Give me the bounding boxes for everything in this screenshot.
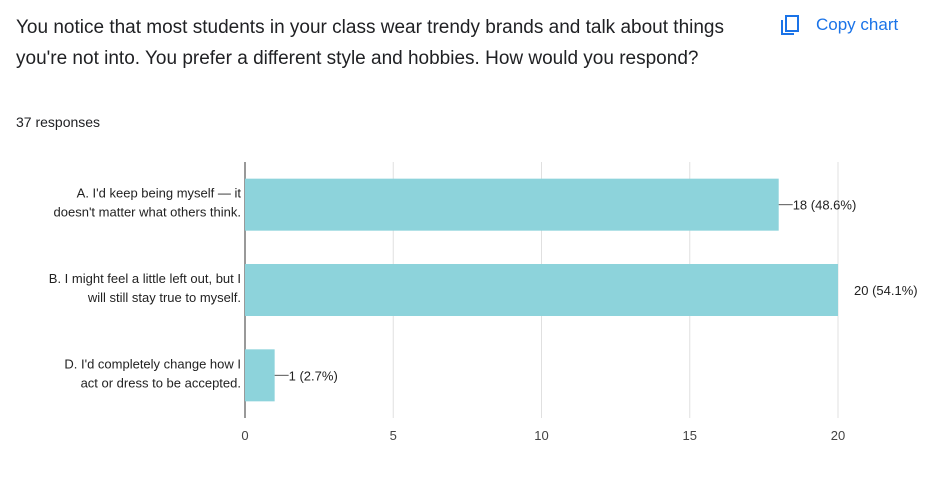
response-count: 37 responses	[16, 114, 101, 130]
category-label: act or dress to be accepted.	[81, 375, 241, 390]
x-tick-label: 15	[683, 428, 697, 443]
data-label: 20 (54.1%)	[854, 283, 918, 298]
category-label: A. I'd keep being myself — it	[77, 186, 242, 201]
category-label: will still stay true to myself.	[87, 290, 241, 305]
x-tick-label: 5	[390, 428, 397, 443]
data-label: 18 (48.6%)	[793, 198, 857, 213]
category-label: doesn't matter what others think.	[54, 205, 241, 220]
copy-chart-label: Copy chart	[816, 15, 899, 34]
x-tick-label: 0	[241, 428, 248, 443]
bar	[245, 178, 779, 231]
x-tick-label: 10	[534, 428, 548, 443]
copy-icon	[778, 13, 802, 37]
copy-chart-button[interactable]: Copy chart	[778, 10, 898, 40]
category-label: B. I might feel a little left out, but I	[49, 271, 241, 286]
question-title: You notice that most students in your cl…	[16, 17, 724, 69]
bar	[245, 349, 275, 402]
x-tick-label: 20	[831, 428, 845, 443]
bar-chart: 0 5 10 15 20 18 (48.6%) A. I'd keep being myse…	[49, 162, 918, 443]
category-label: D. I'd completely change how I	[64, 356, 241, 371]
data-label: 1 (2.7%)	[289, 368, 338, 383]
bar	[245, 264, 838, 316]
